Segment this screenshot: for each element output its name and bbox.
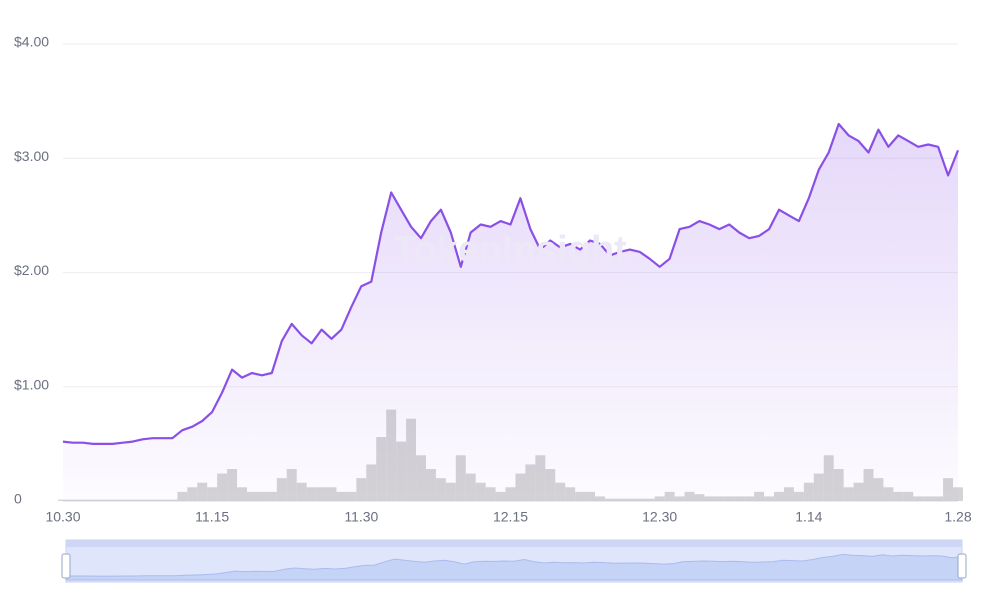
price-area — [63, 124, 958, 501]
navigator-area — [65, 553, 963, 581]
x-tick-label: 12.15 — [493, 509, 528, 525]
navigator — [61, 539, 967, 583]
watermark: TokenInsight — [393, 229, 627, 271]
x-tick-label: 12.30 — [642, 509, 677, 525]
plot-area: 0 $1.00 $2.00 $3.00 $4.00 10.30 11.15 11.30 12.1… — [14, 34, 972, 525]
y-tick-label: $1.00 — [14, 376, 49, 392]
x-tick-label: 1.14 — [795, 509, 822, 525]
price-line — [62, 122, 960, 445]
y-tick-label: $3.00 — [14, 148, 49, 164]
navigator-handle[interactable] — [61, 553, 71, 579]
x-tick-label: 10.30 — [45, 509, 80, 525]
navigator-top-bar — [66, 540, 962, 547]
y-tick-label: $2.00 — [14, 262, 49, 278]
navigator-handle[interactable] — [957, 553, 967, 579]
y-tick-label: 0 — [14, 491, 22, 507]
x-tick-label: 1.28 — [944, 509, 971, 525]
y-tick-label: $4.00 — [14, 34, 49, 50]
x-tick-label: 11.30 — [344, 509, 378, 525]
x-tick-label: 11.15 — [195, 509, 229, 525]
